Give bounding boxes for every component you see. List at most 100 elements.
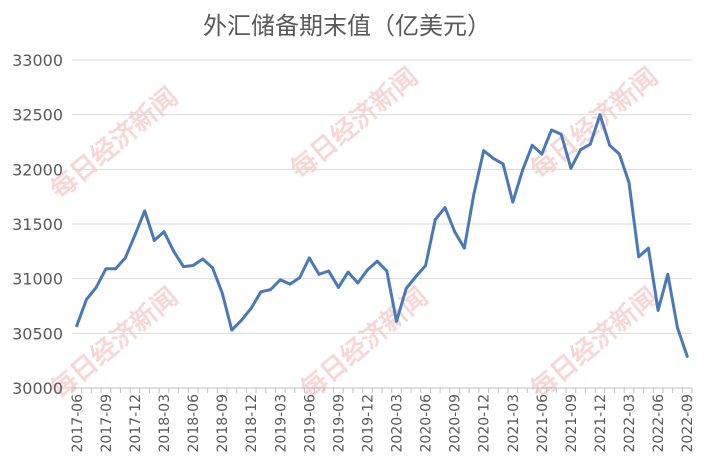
x-tick-label: 2017-06 xyxy=(70,394,86,453)
data-point xyxy=(375,259,379,263)
data-point xyxy=(521,169,524,172)
data-point xyxy=(627,181,631,184)
data-point xyxy=(220,291,224,295)
series-line xyxy=(75,113,689,358)
watermark-text: 每日经济新闻 xyxy=(295,281,434,405)
x-tick-label: 2021-12 xyxy=(593,394,609,453)
data-point xyxy=(433,218,437,222)
data-point xyxy=(617,152,621,156)
data-point xyxy=(307,256,311,260)
x-tick-label: 2022-09 xyxy=(680,394,696,453)
data-point xyxy=(249,306,253,310)
data-point xyxy=(182,265,185,268)
data-point xyxy=(346,270,350,274)
y-tick-label: 31000 xyxy=(12,270,63,289)
data-point xyxy=(240,318,243,322)
x-tick-label: 2019-09 xyxy=(331,394,347,453)
y-tick-label: 31500 xyxy=(12,215,63,234)
data-point xyxy=(472,192,476,195)
x-tick-label: 2021-09 xyxy=(564,394,580,453)
data-point xyxy=(424,264,427,267)
data-point xyxy=(143,209,147,213)
data-point xyxy=(656,309,660,312)
data-point xyxy=(385,269,389,273)
data-point xyxy=(230,328,234,332)
data-point xyxy=(75,324,79,328)
data-point xyxy=(298,276,302,279)
data-point xyxy=(530,143,534,147)
data-point xyxy=(395,319,398,323)
x-tick-label: 2019-06 xyxy=(302,394,318,453)
data-point xyxy=(414,275,418,278)
y-tick-label: 30000 xyxy=(12,379,63,398)
x-tick-label: 2020-03 xyxy=(390,394,406,453)
data-point xyxy=(85,298,88,301)
x-tick-label: 2022-06 xyxy=(651,394,667,453)
watermark-text: 每日经济新闻 xyxy=(525,61,664,185)
watermark-text: 每日经济新闻 xyxy=(45,281,184,405)
data-point xyxy=(211,266,214,270)
data-point xyxy=(501,162,505,166)
x-tick-label: 2020-09 xyxy=(448,394,464,453)
data-point xyxy=(152,239,156,242)
x-tick-label: 2021-03 xyxy=(506,394,522,453)
data-point xyxy=(453,230,457,234)
x-tick-label: 2017-12 xyxy=(128,394,144,453)
data-point xyxy=(598,113,602,117)
data-point xyxy=(317,272,321,276)
data-point xyxy=(114,267,117,271)
data-point xyxy=(608,143,612,147)
x-tick-label: 2020-12 xyxy=(477,394,493,453)
data-point xyxy=(404,287,408,290)
x-tick-label: 2021-06 xyxy=(535,394,551,453)
data-point xyxy=(569,166,573,170)
x-tick-label: 2022-03 xyxy=(622,394,638,453)
data-point xyxy=(191,264,195,267)
data-point xyxy=(443,206,447,210)
data-point xyxy=(162,230,166,234)
data-point xyxy=(94,286,98,289)
y-axis: 30000 30500 31000 31500 32000 32500 33000 xyxy=(12,51,63,398)
data-point xyxy=(356,281,360,285)
x-tick-label: 2019-03 xyxy=(273,394,289,453)
x-tick-label: 2017-09 xyxy=(99,394,115,453)
gridlines xyxy=(72,59,692,389)
data-point xyxy=(540,152,544,156)
data-point xyxy=(259,290,263,294)
data-point xyxy=(637,255,641,259)
x-axis: 2017-06 2017-09 2017-12 2018-03 2018-06 2018-… xyxy=(70,388,696,453)
data-point xyxy=(269,288,272,291)
y-tick-label: 30500 xyxy=(12,324,63,343)
x-tick-label: 2020-06 xyxy=(419,394,435,453)
watermark-text: 每日经济新闻 xyxy=(45,81,184,205)
watermark-text: 每日经济新闻 xyxy=(285,61,424,185)
data-point xyxy=(579,148,582,152)
data-point xyxy=(172,249,176,253)
data-point xyxy=(462,246,466,250)
x-tick-label: 2019-12 xyxy=(360,394,376,453)
watermark-text: 每日经济新闻 xyxy=(525,281,664,405)
data-point xyxy=(559,132,563,136)
data-point xyxy=(685,354,689,358)
data-point xyxy=(492,157,495,160)
data-point xyxy=(327,269,331,273)
data-point xyxy=(201,257,205,261)
data-point xyxy=(666,272,670,276)
data-point xyxy=(288,282,292,286)
x-tick-label: 2018-03 xyxy=(157,394,173,453)
y-tick-label: 32500 xyxy=(12,106,63,125)
data-point xyxy=(278,278,282,282)
data-point xyxy=(647,246,650,250)
y-tick-label: 32000 xyxy=(12,160,63,179)
data-point xyxy=(588,142,592,146)
data-point xyxy=(550,128,553,132)
x-tick-label: 2018-12 xyxy=(244,394,260,453)
x-tick-label: 2018-09 xyxy=(215,394,231,453)
chart-title: 外汇储备期末值（亿美元） xyxy=(203,12,491,40)
y-tick-label: 33000 xyxy=(12,51,63,70)
data-point xyxy=(337,286,340,289)
data-point xyxy=(123,256,127,260)
data-point xyxy=(676,326,679,330)
watermark-layer: 每日经济新闻 每日经济新闻 每日经济新闻 每日经济新闻 每日经济新闻 每日经济新… xyxy=(45,61,664,405)
